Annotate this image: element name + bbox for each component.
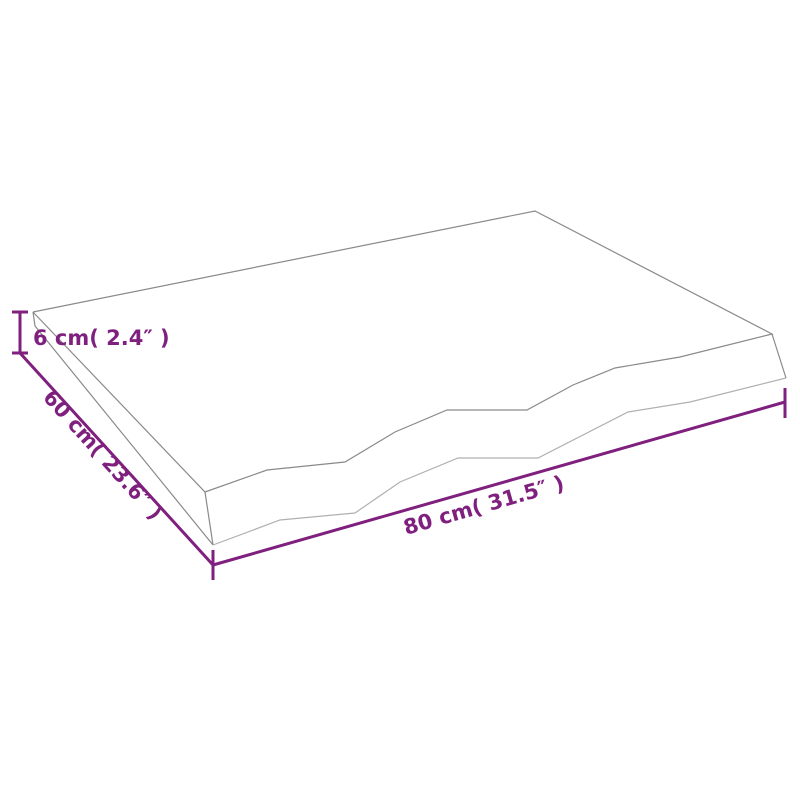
board-right-edge xyxy=(771,333,787,379)
board-outline xyxy=(32,210,787,546)
board-bottom-live-edge xyxy=(212,377,787,546)
depth-label: 60 cm( 23.6″ ) xyxy=(38,385,167,524)
width-dimension-line xyxy=(212,400,786,567)
depth-dimension-line xyxy=(18,351,215,567)
board-top-face xyxy=(32,210,774,493)
dimension-lines xyxy=(12,310,787,580)
height-label: 6 cm( 2.4″ ) xyxy=(33,326,170,350)
board-front-corner xyxy=(204,491,214,546)
board-left-edge xyxy=(32,311,214,546)
